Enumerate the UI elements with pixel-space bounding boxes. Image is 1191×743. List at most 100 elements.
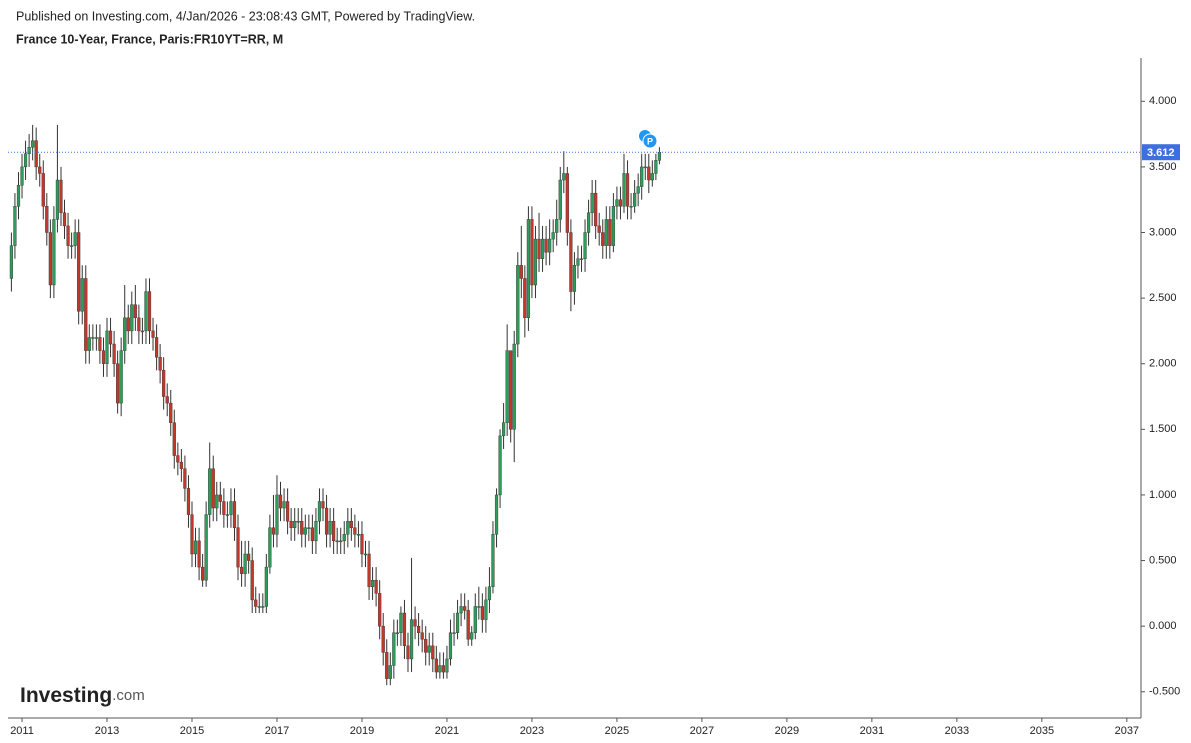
candle-body <box>293 520 297 528</box>
candle-body <box>243 553 247 574</box>
candle-body <box>399 612 403 633</box>
candle-body <box>484 599 488 620</box>
candle-body <box>349 520 353 528</box>
candle-body <box>586 212 591 233</box>
candle-body <box>540 238 545 259</box>
candle-body <box>232 501 237 528</box>
candle-body <box>523 278 527 319</box>
candle-body <box>222 501 226 515</box>
candle-body <box>374 580 378 594</box>
candle-body <box>594 192 598 227</box>
candle-body <box>501 422 506 437</box>
candle-body <box>278 494 283 509</box>
candle-body <box>38 166 42 174</box>
candle-body <box>477 606 481 608</box>
candle-body <box>98 337 102 351</box>
candle-body <box>23 153 28 168</box>
x-tick-label: 2025 <box>605 725 629 737</box>
candle-body <box>140 330 145 333</box>
candle-body <box>466 610 470 640</box>
svg-text:P: P <box>647 136 653 146</box>
y-tick-label: 3.000 <box>1149 226 1177 238</box>
candle-body <box>218 494 222 502</box>
x-tick-label: 2021 <box>435 725 459 737</box>
candle-body <box>73 232 77 246</box>
y-tick-label: -0.500 <box>1149 686 1180 698</box>
candle-body <box>636 186 640 194</box>
candle-body <box>565 173 569 233</box>
candle-body <box>654 160 658 174</box>
y-tick-label: 0.500 <box>1149 554 1177 566</box>
candle-body <box>215 494 219 509</box>
candle-body <box>16 185 21 207</box>
candle-body <box>9 245 13 279</box>
candle-body <box>172 422 176 456</box>
candle-body <box>583 232 587 259</box>
candle-body <box>324 507 329 535</box>
candle-body <box>27 147 31 154</box>
y-tick-label: 2.500 <box>1149 292 1177 304</box>
candle-body <box>154 337 159 358</box>
x-tick-label: 2023 <box>520 725 544 737</box>
candle-body <box>91 337 95 339</box>
candle-body <box>314 520 318 542</box>
candle-body <box>80 278 84 312</box>
candle-body <box>346 520 350 535</box>
candle-body <box>533 238 538 286</box>
candle-body <box>20 166 24 186</box>
candle-body <box>608 219 612 246</box>
candle-body <box>643 166 647 169</box>
candle-body <box>169 402 173 423</box>
candle-body <box>84 278 88 351</box>
y-tick-label: 1.000 <box>1149 489 1177 501</box>
candle-body <box>420 632 424 640</box>
x-tick-label: 2035 <box>1030 725 1054 737</box>
candle-body <box>31 140 35 148</box>
x-tick-label: 2019 <box>350 725 374 737</box>
candle-body <box>363 553 368 556</box>
candle-body <box>441 665 446 673</box>
candle-body <box>611 206 615 246</box>
candle-body <box>590 192 594 214</box>
candle-body <box>378 593 382 627</box>
x-tick-label: 2017 <box>265 725 289 737</box>
candle-body <box>491 534 495 587</box>
candle-body <box>158 356 162 371</box>
candle-body <box>271 527 276 535</box>
candle-body <box>370 580 375 587</box>
candle-body <box>264 566 268 607</box>
candle-body <box>417 625 421 633</box>
candle-body <box>395 632 399 634</box>
candle-body <box>144 291 148 332</box>
candle-body <box>530 219 534 286</box>
candle-body <box>360 534 364 555</box>
candle-body <box>34 140 38 168</box>
candle-body <box>179 461 183 469</box>
candle-body <box>555 219 559 233</box>
candle-body <box>59 179 63 214</box>
candle-body <box>282 501 286 509</box>
candle-body <box>123 317 127 351</box>
marker-icon: P <box>639 130 658 149</box>
candle-body <box>147 291 152 332</box>
candle-body <box>77 232 81 312</box>
candle-body <box>247 553 251 561</box>
candle-body <box>105 330 109 364</box>
candle-body <box>356 534 361 536</box>
candle-body <box>388 665 392 679</box>
candle-body <box>434 658 438 673</box>
published-note: Published on Investing.com, 4/Jan/2026 -… <box>16 9 475 23</box>
x-tick-label: 2029 <box>775 725 799 737</box>
candle-body <box>151 330 155 338</box>
y-tick-label: 1.500 <box>1149 423 1177 435</box>
candle-body <box>126 317 130 332</box>
candle-body <box>640 166 644 187</box>
candle-body <box>300 520 304 535</box>
candle-body <box>463 606 467 611</box>
candle-body <box>55 179 60 220</box>
candle-body <box>41 173 45 207</box>
x-tick-label: 2011 <box>10 725 34 737</box>
candle-body <box>13 206 17 246</box>
candle-body <box>296 520 300 523</box>
candle-body <box>509 350 513 430</box>
